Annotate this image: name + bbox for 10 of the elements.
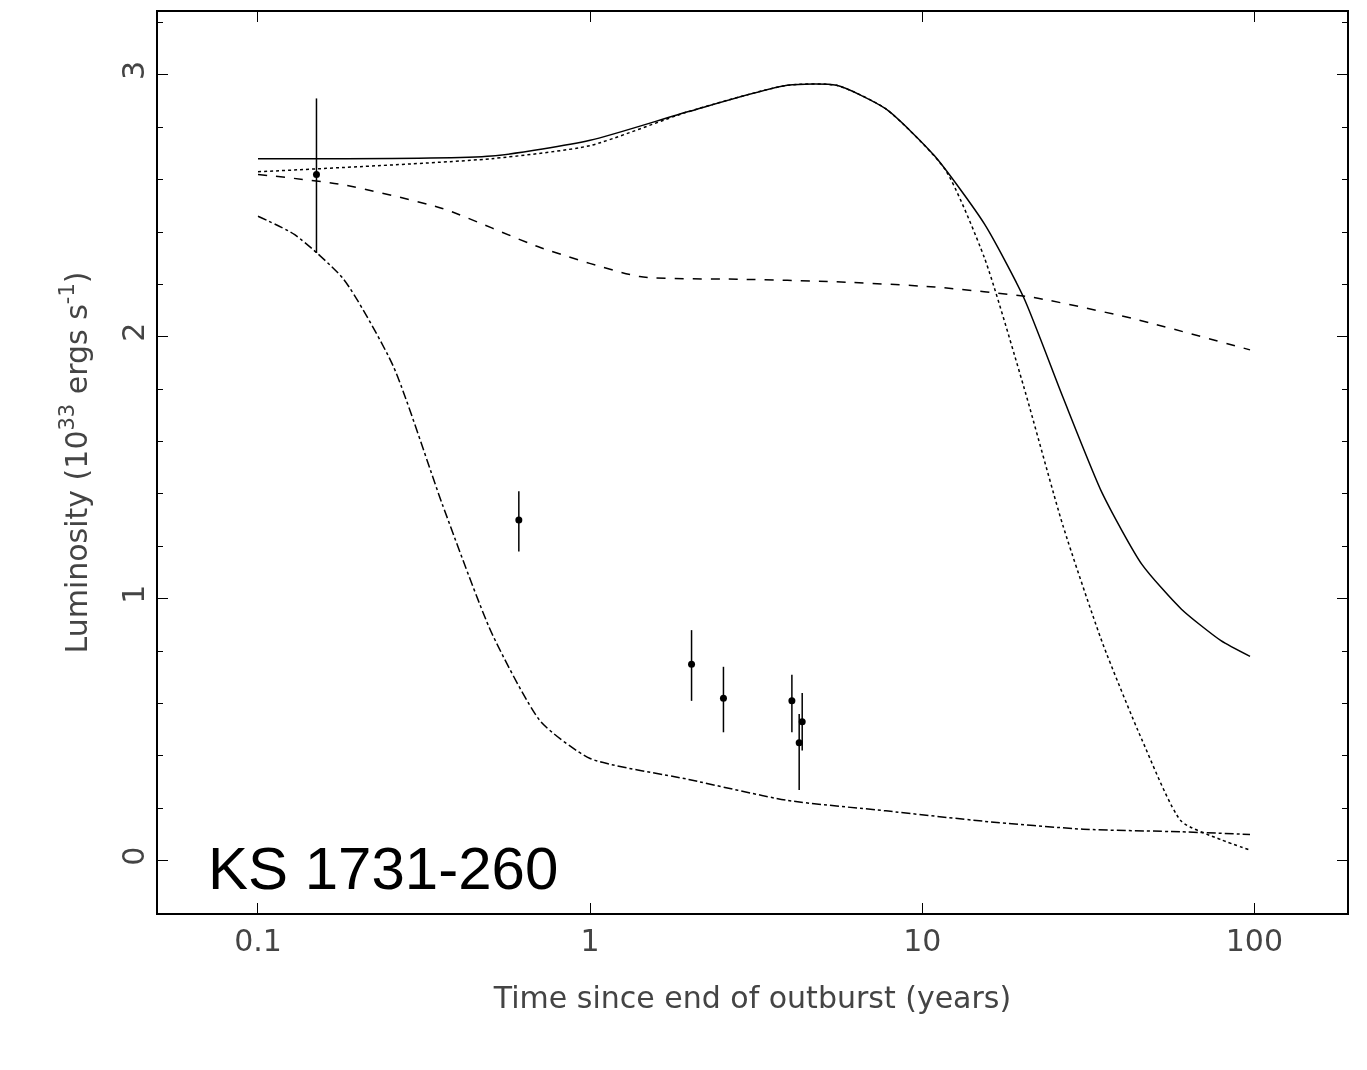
x-tick-label: 0.1 — [234, 922, 282, 958]
annotation: KS 1731-260 — [208, 835, 559, 902]
y-tick-label: 0 — [116, 846, 152, 866]
x-tick-label: 10 — [903, 922, 942, 958]
x-axis-title: Time since end of outburst (years) — [492, 979, 1012, 1015]
y-tick-label: 2 — [116, 322, 152, 342]
y-tick-label: 3 — [116, 60, 152, 80]
y-tick-label: 1 — [116, 584, 152, 604]
x-tick-label: 1 — [580, 922, 600, 958]
x-tick-label: 100 — [1225, 922, 1284, 958]
